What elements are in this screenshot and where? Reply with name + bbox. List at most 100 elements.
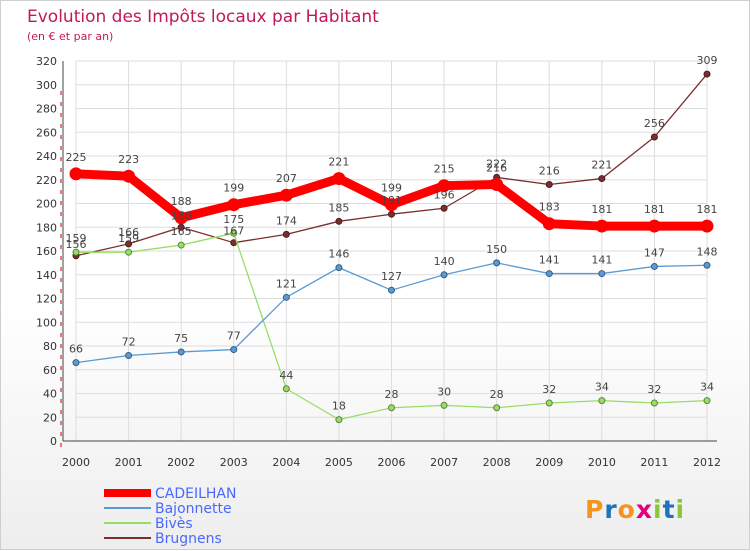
data-point-biv-s [545,399,553,407]
x-tick-label: 2007 [430,456,458,469]
data-point-brugnens [125,240,133,248]
x-tick-label: 2005 [325,456,353,469]
data-label-brugnens: 309 [697,54,718,67]
axes: 0 20 40 60 80 100 120 140 160 180 200 220 240 260 280 3… [36,55,721,469]
data-point-bajonnette [177,348,185,356]
y-tick-label: 160 [36,245,57,258]
data-label-cadeilhan: 183 [539,201,560,214]
data-label-brugnens: 180 [171,209,192,222]
y-tick-label: 20 [43,411,57,424]
y-tick-label: 240 [36,150,57,163]
logo-letter: P [585,495,604,524]
data-point-bajonnette [598,270,606,278]
data-point-cadeilhan [490,178,504,191]
data-point-bajonnette [282,293,290,301]
data-point-bajonnette [72,359,80,367]
legend-label-biv-s: Bivès [155,516,193,532]
y-tick-label: 140 [36,269,57,282]
data-label-brugnens: 156 [66,238,87,251]
data-label-bajonnette: 141 [539,254,560,267]
data-point-cadeilhan [542,217,556,231]
data-point-biv-s [72,248,80,256]
data-label-bajonnette: 148 [697,245,718,258]
y-tick-label: 120 [36,293,57,306]
data-label-brugnens: 167 [223,225,244,238]
data-label-biv-s: 32 [542,383,556,396]
y-tick-label: 60 [43,364,57,377]
y-tick-label: 100 [36,316,57,329]
data-label-cadeilhan: 223 [118,153,139,166]
data-label-cadeilhan: 207 [276,172,297,185]
x-tick-label: 2002 [167,456,195,469]
data-point-cadeilhan [700,219,714,233]
data-point-biv-s [335,416,343,424]
data-point-brugnens [598,175,606,183]
grid [75,60,708,442]
x-tick-label: 2011 [640,456,668,469]
data-label-biv-s: 159 [118,232,139,245]
data-point-brugnens [440,204,448,212]
data-point-biv-s [703,397,711,405]
logo-letter: o [618,495,636,524]
data-point-bajonnette [125,352,133,359]
data-point-brugnens [282,230,290,238]
chart-title: Evolution des Impôts locaux par Habitant [27,7,379,27]
x-tick-label: 2000 [62,456,90,469]
data-label-bajonnette: 147 [644,246,665,259]
data-label-cadeilhan: 199 [223,182,244,195]
data-point-brugnens [650,133,658,141]
data-label-cadeilhan: 221 [328,156,349,169]
data-label-biv-s: 175 [223,213,244,226]
data-label-cadeilhan: 188 [171,195,192,208]
data-label-cadeilhan: 181 [697,203,718,216]
data-label-biv-s: 28 [385,388,399,401]
data-point-brugnens [703,70,711,78]
data-point-cadeilhan [279,188,293,202]
logo-text: Proxiti [585,495,685,524]
x-tick-label: 2006 [378,456,406,469]
y-tick-label: 200 [36,198,57,211]
logo-letter: i [653,495,663,524]
legend-label-cadeilhan: CADEILHAN [155,486,236,502]
logo-letter: i [676,495,686,524]
x-tick-label: 2010 [588,456,616,469]
data-label-cadeilhan: 215 [434,163,455,176]
series [69,70,714,424]
y-tick-label: 40 [43,388,57,401]
logo-letter: x [636,495,653,524]
data-label-biv-s: 159 [66,232,87,245]
data-point-biv-s [125,248,133,256]
y-tick-label: 280 [36,103,57,116]
data-point-cadeilhan [332,172,346,186]
data-point-bajonnette [703,261,711,269]
data-label-bajonnette: 146 [328,248,349,261]
data-point-cadeilhan [595,219,609,233]
y-tick-label: 320 [36,55,57,68]
x-tick-label: 2001 [115,456,143,469]
data-label-biv-s: 30 [437,385,451,398]
logo-letter: r [604,495,617,524]
x-tick-label: 2009 [535,456,563,469]
data-label-cadeilhan: 199 [381,182,402,195]
proxiti-logo: Proxiti [585,495,685,524]
data-label-brugnens: 185 [328,201,349,214]
data-point-biv-s [177,241,185,249]
data-label-brugnens: 196 [434,188,455,201]
data-point-brugnens [335,217,343,225]
data-point-biv-s [598,397,606,405]
data-label-bajonnette: 121 [276,277,297,290]
y-tick-label: 300 [36,79,57,92]
x-tick-label: 2008 [483,456,511,469]
data-point-cadeilhan [437,179,451,193]
x-tick-label: 2004 [272,456,300,469]
data-label-biv-s: 165 [171,225,192,238]
data-label-bajonnette: 75 [174,332,188,345]
data-point-bajonnette [493,259,501,267]
data-point-biv-s [282,385,290,393]
data-label-biv-s: 28 [490,388,504,401]
data-point-cadeilhan [385,198,398,212]
data-label-biv-s: 34 [700,381,714,394]
legend-label-bajonnette: Bajonnette [155,501,232,517]
